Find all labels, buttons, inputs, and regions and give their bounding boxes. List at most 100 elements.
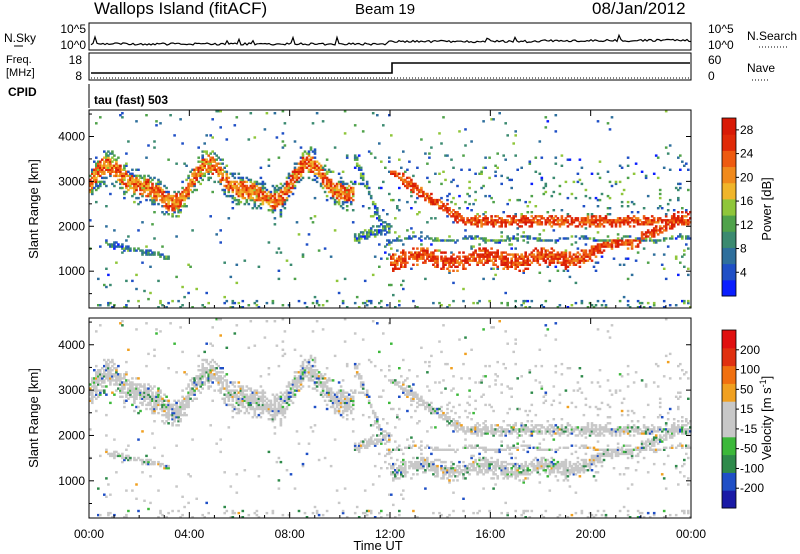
data-cell [187, 176, 190, 180]
data-cell [295, 385, 299, 388]
data-cell [253, 413, 257, 417]
data-cell [231, 184, 235, 188]
data-cell [604, 243, 608, 246]
data-cell [289, 389, 293, 392]
data-cell [201, 150, 204, 153]
data-cell [169, 198, 172, 202]
data-cell [223, 399, 226, 402]
data-cell [247, 387, 251, 390]
data-cell [311, 330, 315, 333]
data-cell [107, 367, 110, 370]
data-cell [594, 219, 598, 222]
data-cell [448, 265, 451, 268]
data-cell [438, 239, 441, 242]
data-cell [95, 166, 98, 169]
data-cell [291, 172, 295, 175]
data-cell [394, 267, 397, 270]
data-cell [600, 245, 604, 248]
data-cell [544, 184, 548, 188]
data-cell [277, 487, 281, 490]
colorbar-segment [722, 215, 736, 232]
data-cell [157, 460, 160, 464]
data-cell [638, 239, 642, 242]
data-cell [658, 219, 662, 222]
data-cell [365, 299, 369, 303]
data-cell [367, 233, 371, 236]
data-cell [293, 186, 297, 190]
data-cell [205, 150, 208, 153]
data-cell [219, 168, 222, 171]
data-cell [572, 261, 576, 264]
data-cell [516, 227, 519, 230]
data-cell [305, 364, 309, 368]
data-cell [626, 164, 630, 167]
data-cell [281, 354, 285, 358]
data-cell [111, 452, 114, 456]
data-cell [89, 387, 92, 390]
data-cell [470, 221, 473, 224]
data-cell [245, 395, 249, 398]
data-cell [199, 182, 202, 186]
data-cell [428, 200, 431, 204]
data-cell [638, 223, 642, 226]
data-cell [233, 184, 237, 188]
data-cell [654, 229, 658, 232]
data-cell [187, 385, 190, 388]
data-cell [578, 158, 582, 161]
data-cell [115, 164, 118, 167]
data-cell [265, 511, 269, 515]
data-cell [249, 184, 253, 188]
data-cell [239, 393, 243, 396]
data-cell [325, 393, 329, 396]
data-cell [197, 156, 200, 159]
data-cell [654, 225, 658, 228]
data-cell [388, 231, 391, 234]
data-cell [670, 223, 674, 226]
data-cell [636, 239, 640, 242]
data-cell [179, 118, 182, 121]
data-cell [151, 202, 154, 206]
data-cell [153, 251, 156, 254]
data-cell [249, 387, 253, 390]
data-cell [378, 301, 381, 305]
data-cell [424, 192, 427, 196]
data-cell [157, 188, 160, 192]
data-cell [141, 221, 144, 224]
data-cell [410, 188, 413, 192]
data-cell [267, 241, 271, 244]
data-cell [512, 261, 515, 264]
data-cell [177, 424, 180, 427]
data-cell [253, 301, 257, 305]
data-cell [337, 190, 341, 194]
data-cell [257, 205, 261, 208]
data-cell [219, 170, 222, 173]
data-cell [608, 213, 612, 216]
data-cell [131, 391, 134, 394]
data-cell [494, 251, 497, 254]
data-cell [524, 299, 527, 303]
data-cell [279, 200, 283, 204]
data-cell [283, 401, 287, 405]
data-cell [361, 442, 365, 445]
data-cell [624, 221, 628, 224]
data-cell [201, 387, 204, 390]
data-cell [299, 364, 303, 368]
data-cell [462, 217, 465, 220]
data-cell [265, 403, 269, 407]
data-cell [241, 385, 245, 388]
data-cell [638, 237, 642, 240]
data-cell [556, 221, 560, 224]
data-cell [257, 306, 261, 309]
data-cell [636, 245, 640, 248]
data-cell [257, 194, 261, 198]
data-cell [193, 381, 196, 384]
data-cell [225, 180, 229, 184]
data-cell [255, 391, 259, 394]
data-cell [325, 395, 329, 398]
data-cell [335, 393, 339, 396]
data-cell [404, 170, 407, 173]
data-cell [486, 251, 489, 254]
data-cell [107, 273, 110, 277]
data-cell [546, 255, 550, 258]
data-cell [93, 176, 96, 180]
